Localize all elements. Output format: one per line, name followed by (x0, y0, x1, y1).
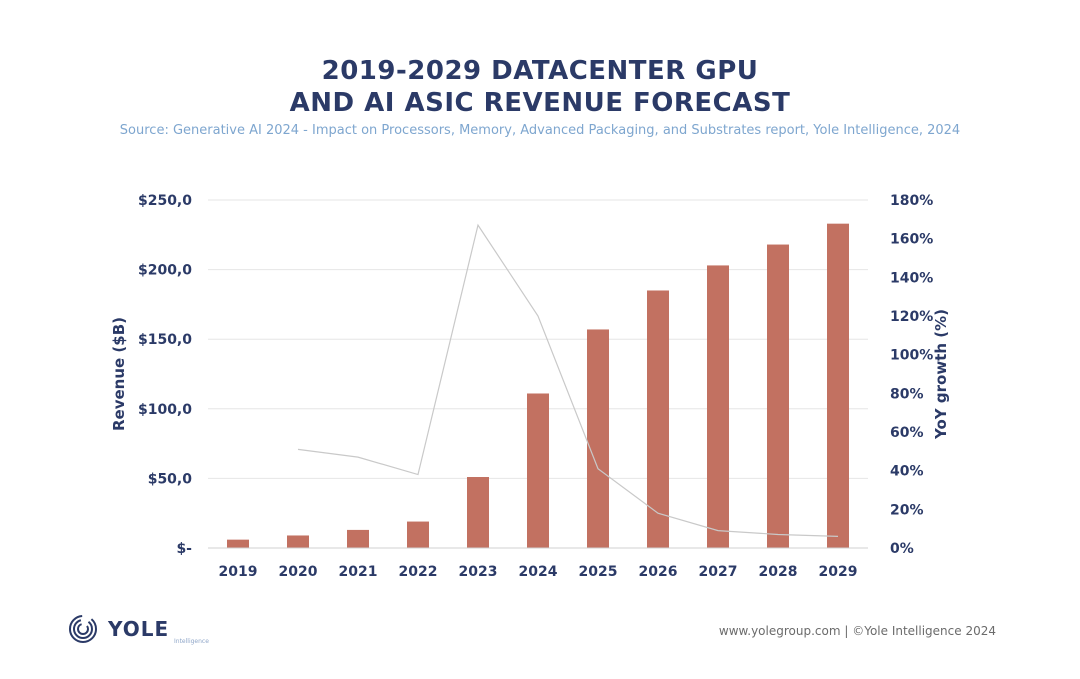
bar (647, 290, 669, 548)
y2-tick-label: 100% (890, 348, 933, 364)
bar (587, 329, 609, 548)
x-tick-label: 2022 (399, 564, 438, 580)
y2-tick-label: 0% (890, 541, 914, 557)
y2-tick-label: 160% (890, 232, 933, 248)
y-tick-label: $250,0 (138, 193, 192, 209)
x-tick-label: 2029 (819, 564, 858, 580)
y2-tick-label: 40% (890, 464, 924, 480)
bar (347, 529, 369, 548)
y-tick-label: $200,0 (138, 263, 192, 279)
yole-logo-text: YOLE (108, 617, 170, 641)
x-tick-label: 2021 (339, 564, 378, 580)
y2-tick-label: 80% (890, 386, 924, 402)
yole-logo: YOLE Intelligence (68, 614, 209, 645)
y-tick-label: $100,0 (138, 402, 192, 418)
bar (767, 244, 789, 548)
growth-line (297, 223, 839, 537)
y2-axis-title: YoY growth (%) (932, 309, 950, 440)
footer-credit: www.yolegroup.com | ©Yole Intelligence 2… (718, 624, 996, 638)
bar (287, 535, 309, 548)
y-tick-label: $50,0 (148, 471, 193, 487)
yole-logo-subtext: Intelligence (174, 638, 209, 645)
x-tick-label: 2019 (219, 564, 258, 580)
x-tick-label: 2025 (579, 564, 618, 580)
bar (527, 393, 549, 548)
y-tick-label: $- (176, 541, 192, 557)
bar (467, 477, 489, 548)
y-axis-title: Revenue ($B) (110, 317, 128, 431)
chart-title-line2: AND AI ASIC REVENUE FORECAST (289, 88, 791, 118)
chart-source: Source: Generative AI 2024 - Impact on P… (119, 123, 961, 138)
bar (407, 521, 429, 548)
bar (827, 223, 849, 548)
y-tick-label: $150,0 (138, 332, 192, 348)
y2-tick-label: 120% (890, 309, 933, 325)
x-tick-label: 2023 (459, 564, 498, 580)
x-tick-label: 2020 (279, 564, 318, 580)
y2-tick-label: 20% (890, 502, 924, 518)
yole-rings-icon (69, 615, 97, 643)
bar (707, 265, 729, 548)
x-tick-label: 2028 (759, 564, 798, 580)
x-tick-label: 2026 (639, 564, 678, 580)
y2-tick-label: 140% (890, 270, 933, 286)
x-tick-label: 2027 (699, 564, 738, 580)
y2-tick-label: 180% (890, 193, 933, 209)
x-tick-label: 2024 (519, 564, 558, 580)
chart-title-line1: 2019-2029 DATACENTER GPU (321, 56, 759, 86)
bar (227, 539, 249, 548)
y2-tick-label: 60% (890, 425, 924, 441)
